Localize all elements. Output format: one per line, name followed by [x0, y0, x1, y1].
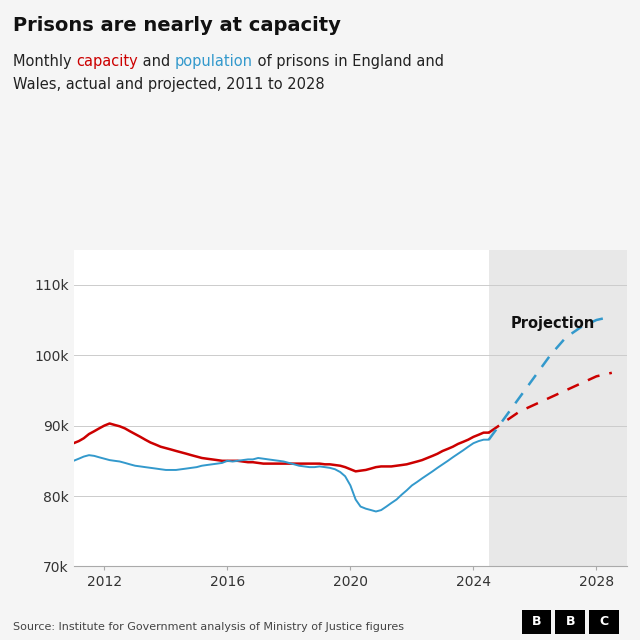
Text: B: B: [532, 615, 541, 628]
Text: Source: Institute for Government analysis of Ministry of Justice figures: Source: Institute for Government analysi…: [13, 622, 404, 632]
Text: capacity: capacity: [76, 54, 138, 69]
FancyBboxPatch shape: [522, 610, 551, 634]
Text: Wales, actual and projected, 2011 to 2028: Wales, actual and projected, 2011 to 202…: [13, 77, 324, 92]
FancyBboxPatch shape: [556, 610, 585, 634]
Text: of prisons in England and: of prisons in England and: [253, 54, 444, 69]
Text: and: and: [138, 54, 175, 69]
Bar: [489, 250, 627, 566]
FancyBboxPatch shape: [589, 610, 619, 634]
Text: C: C: [600, 615, 609, 628]
Text: Prisons are nearly at capacity: Prisons are nearly at capacity: [13, 16, 340, 35]
Text: B: B: [565, 615, 575, 628]
Text: Monthly: Monthly: [13, 54, 76, 69]
Text: Projection: Projection: [510, 316, 595, 331]
Text: population: population: [175, 54, 253, 69]
